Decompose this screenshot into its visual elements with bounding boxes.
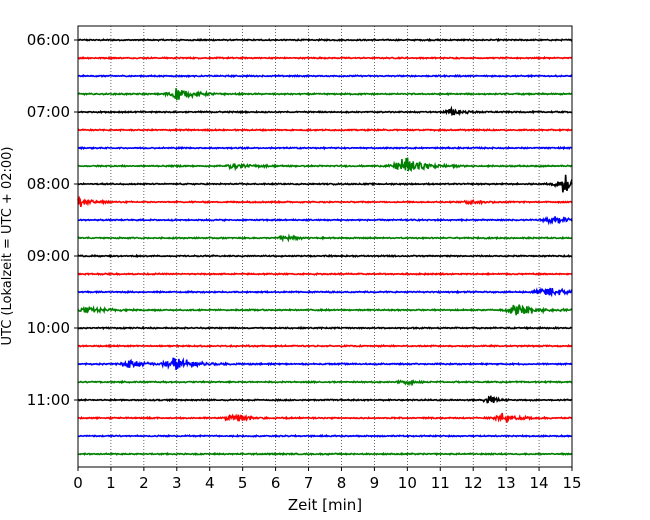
trace-1045 — [77, 379, 573, 387]
y-tick-label: 06:00 — [27, 31, 70, 49]
x-tick-label: 0 — [73, 474, 83, 492]
y-tick-label: 10:00 — [27, 319, 70, 337]
trace-0830 — [77, 215, 573, 226]
trace-0600 — [77, 37, 573, 43]
trace-1145 — [77, 451, 573, 457]
x-tick-label: 3 — [172, 474, 182, 492]
trace-0630 — [77, 73, 573, 79]
trace-0700 — [77, 105, 573, 117]
x-tick-label: 6 — [271, 474, 281, 492]
trace-0815 — [77, 195, 573, 208]
plot-frame — [77, 25, 573, 468]
y-axis-label: UTC (Lokalzeit = UTC + 02:00) — [0, 147, 15, 346]
x-tick-label: 4 — [205, 474, 215, 492]
y-tick-label: 08:00 — [27, 175, 70, 193]
x-tick-label: 12 — [464, 474, 483, 492]
trace-1000 — [77, 325, 573, 331]
trace-1030 — [77, 357, 573, 370]
trace-0730 — [77, 145, 573, 151]
x-tick-label: 11 — [431, 474, 450, 492]
x-tick-label: 8 — [337, 474, 347, 492]
trace-0930 — [77, 286, 573, 298]
x-tick-label: 7 — [304, 474, 314, 492]
x-tick-label: 10 — [398, 474, 417, 492]
x-axis-label: Zeit [min] — [288, 496, 362, 514]
x-tick-label: 5 — [238, 474, 248, 492]
trace-lines — [77, 37, 573, 457]
x-tick-label: 9 — [370, 474, 380, 492]
x-tick-label: 1 — [106, 474, 116, 492]
trace-0900 — [77, 253, 573, 259]
y-tick-label: 09:00 — [27, 247, 70, 265]
x-tick-label: 2 — [139, 474, 149, 492]
trace-0845 — [77, 233, 573, 243]
trace-1100 — [77, 395, 573, 404]
trace-1015 — [77, 343, 573, 349]
trace-0645 — [78, 88, 573, 101]
x-tick-label: 15 — [562, 474, 581, 492]
trace-0915 — [77, 271, 573, 277]
axis-ticks: 0 1 2 3 4 5 6 7 8 9 10 11 12 13 14 1506:0007:0008:0009:… — [27, 31, 582, 492]
trace-1115 — [77, 412, 573, 423]
x-tick-label: 14 — [530, 474, 549, 492]
y-tick-label: 07:00 — [27, 103, 70, 121]
trace-0745 — [77, 157, 573, 172]
trace-1130 — [77, 433, 573, 439]
trace-0800 — [77, 174, 573, 193]
x-tick-label: 13 — [497, 474, 516, 492]
trace-0945 — [77, 304, 573, 316]
y-tick-label: 11:00 — [27, 391, 70, 409]
trace-0615 — [77, 55, 573, 61]
trace-0715 — [77, 127, 573, 133]
